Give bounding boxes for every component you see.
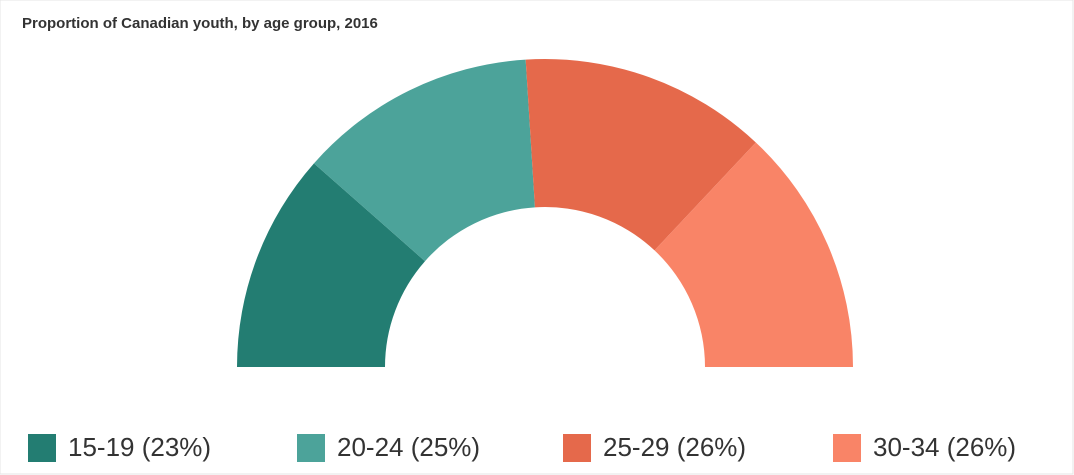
legend-swatch xyxy=(833,434,861,462)
slice xyxy=(525,58,756,251)
legend-label: 15-19 (23%) xyxy=(68,432,211,462)
legend-swatch xyxy=(563,434,591,462)
slice xyxy=(313,59,535,262)
legend-swatch xyxy=(297,434,325,462)
slice xyxy=(237,163,425,367)
slice xyxy=(654,142,853,367)
chart-title: Proportion of Canadian youth, by age gro… xyxy=(22,15,378,32)
legend-label: 20-24 (25%) xyxy=(337,432,480,462)
legend-label: 30-34 (26%) xyxy=(873,432,1016,462)
legend-swatch xyxy=(28,434,56,462)
legend-label: 25-29 (26%) xyxy=(603,432,746,462)
